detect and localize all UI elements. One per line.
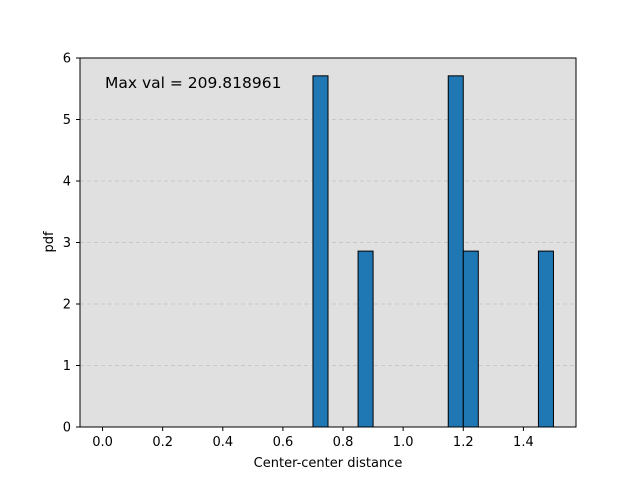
x-tick-label-6: 1.2	[453, 435, 474, 450]
y-tick-label-2: 2	[63, 298, 71, 313]
x-tick-label-4: 0.8	[333, 435, 354, 450]
y-tick-label-5: 5	[63, 113, 71, 128]
bar-2	[447, 75, 464, 428]
bar-3	[462, 250, 479, 428]
bar-0	[312, 75, 329, 428]
y-tick-label-1: 1	[63, 359, 71, 374]
bar-1	[357, 250, 374, 428]
bar-4	[537, 250, 554, 428]
y-axis-label: pdf	[42, 231, 57, 253]
y-tick-label-4: 4	[63, 175, 71, 190]
x-tick-label-0: 0.0	[92, 435, 113, 450]
annotation-max-val: Max val = 209.818961	[105, 74, 281, 92]
x-tick-label-5: 1.0	[393, 435, 414, 450]
x-axis-label: Center-center distance	[254, 456, 403, 471]
y-tick-label-6: 6	[63, 52, 71, 67]
x-tick-label-2: 0.4	[212, 435, 233, 450]
y-tick-label-3: 3	[63, 236, 71, 251]
x-tick-label-7: 1.4	[513, 435, 534, 450]
x-tick-label-1: 0.2	[152, 435, 173, 450]
y-axis-ticks: 0 1 2 3 4 5 6	[63, 52, 80, 436]
x-axis-ticks: 0.0 0.2 0.4 0.6 0.8 1.0 1.2 1.4	[92, 427, 534, 450]
bars	[312, 75, 554, 428]
y-tick-label-0: 0	[63, 421, 71, 436]
x-tick-label-3: 0.6	[273, 435, 294, 450]
